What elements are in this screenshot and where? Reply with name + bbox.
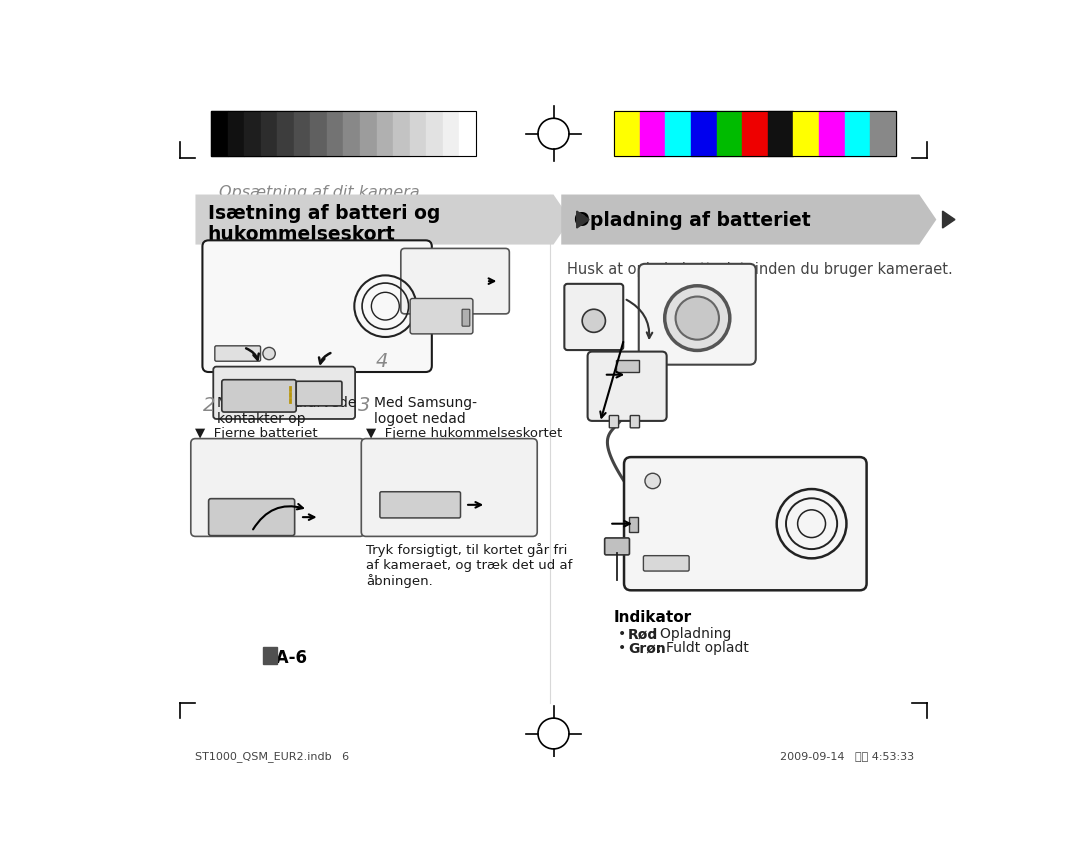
Bar: [327, 111, 343, 156]
Circle shape: [645, 473, 661, 488]
Bar: [742, 111, 768, 156]
Text: Indikator: Indikator: [613, 610, 692, 625]
Bar: [845, 111, 870, 156]
Text: ST1000_QSM_EUR2.indb   6: ST1000_QSM_EUR2.indb 6: [195, 751, 350, 762]
FancyBboxPatch shape: [215, 346, 260, 361]
FancyBboxPatch shape: [401, 248, 510, 314]
Text: Med de guldfarvede
kontakter op: Med de guldfarvede kontakter op: [217, 397, 356, 426]
FancyBboxPatch shape: [462, 309, 470, 326]
Circle shape: [262, 347, 275, 360]
Bar: [613, 111, 639, 156]
Text: Isætning af batteri og: Isætning af batteri og: [207, 203, 441, 223]
Bar: [310, 111, 327, 156]
Circle shape: [582, 309, 606, 333]
Text: Opsætning af dit kamera: Opsætning af dit kamera: [218, 185, 419, 199]
Bar: [260, 111, 278, 156]
FancyBboxPatch shape: [616, 360, 638, 373]
FancyBboxPatch shape: [202, 240, 432, 372]
Polygon shape: [577, 211, 590, 228]
FancyBboxPatch shape: [362, 438, 537, 536]
Text: : Fuldt opladt: : Fuldt opladt: [658, 641, 750, 655]
Bar: [427, 111, 443, 156]
Bar: [819, 111, 845, 156]
Bar: [228, 111, 244, 156]
Text: •: •: [618, 627, 635, 642]
Text: 4: 4: [375, 352, 388, 371]
Bar: [716, 111, 742, 156]
FancyBboxPatch shape: [213, 367, 355, 419]
Bar: [244, 111, 260, 156]
Text: Rød: Rød: [627, 627, 658, 642]
Text: •: •: [618, 641, 635, 655]
FancyBboxPatch shape: [588, 351, 666, 421]
Bar: [393, 111, 409, 156]
FancyBboxPatch shape: [638, 264, 756, 365]
Bar: [278, 111, 294, 156]
Bar: [639, 111, 665, 156]
Bar: [360, 111, 377, 156]
FancyBboxPatch shape: [380, 492, 460, 518]
FancyBboxPatch shape: [221, 380, 296, 412]
Bar: [262, 648, 276, 665]
Text: Grøn: Grøn: [627, 641, 665, 655]
Bar: [768, 111, 794, 156]
FancyBboxPatch shape: [631, 415, 639, 428]
Circle shape: [664, 286, 730, 351]
Bar: [691, 111, 716, 156]
Polygon shape: [943, 211, 955, 228]
Bar: [794, 111, 819, 156]
Text: Husk at oplade batteriet, inden du bruger kameraet.: Husk at oplade batteriet, inden du bruge…: [567, 262, 954, 277]
FancyBboxPatch shape: [609, 415, 619, 428]
FancyBboxPatch shape: [410, 299, 473, 334]
Text: Tryk forsigtigt, til kortet går fri
af kameraet, og træk det ud af
åbningen.: Tryk forsigtigt, til kortet går fri af k…: [366, 543, 572, 588]
FancyBboxPatch shape: [605, 538, 630, 555]
Bar: [211, 111, 228, 156]
Polygon shape: [562, 195, 936, 244]
Bar: [377, 111, 393, 156]
Text: hukommelseskort: hukommelseskort: [207, 226, 395, 244]
Bar: [665, 111, 691, 156]
Circle shape: [676, 296, 719, 340]
Text: 1: 1: [426, 252, 438, 271]
FancyBboxPatch shape: [208, 499, 295, 535]
FancyBboxPatch shape: [644, 556, 689, 571]
Text: ▼  Fjerne batteriet: ▼ Fjerne batteriet: [195, 427, 319, 440]
Bar: [459, 111, 476, 156]
FancyBboxPatch shape: [565, 284, 623, 350]
Text: : Opladning: : Opladning: [651, 627, 731, 642]
Text: 2: 2: [203, 397, 216, 415]
Text: 2009-09-14   오후 4:53:33: 2009-09-14 오후 4:53:33: [780, 751, 914, 762]
Text: Opladning af batteriet: Opladning af batteriet: [573, 211, 810, 231]
FancyBboxPatch shape: [629, 517, 638, 532]
Text: Med Samsung-
logoet nedad: Med Samsung- logoet nedad: [374, 397, 476, 426]
Bar: [443, 111, 459, 156]
Text: DA-6: DA-6: [262, 648, 308, 667]
Bar: [294, 111, 310, 156]
Text: ▼  Fjerne hukommelseskortet: ▼ Fjerne hukommelseskortet: [366, 427, 563, 440]
Bar: [409, 111, 427, 156]
FancyBboxPatch shape: [624, 457, 866, 591]
FancyBboxPatch shape: [191, 438, 364, 536]
Bar: [870, 111, 896, 156]
Bar: [343, 111, 360, 156]
Text: 3: 3: [359, 397, 370, 415]
FancyBboxPatch shape: [296, 381, 342, 406]
Bar: [211, 111, 476, 156]
Bar: [613, 111, 896, 156]
Polygon shape: [195, 195, 570, 244]
